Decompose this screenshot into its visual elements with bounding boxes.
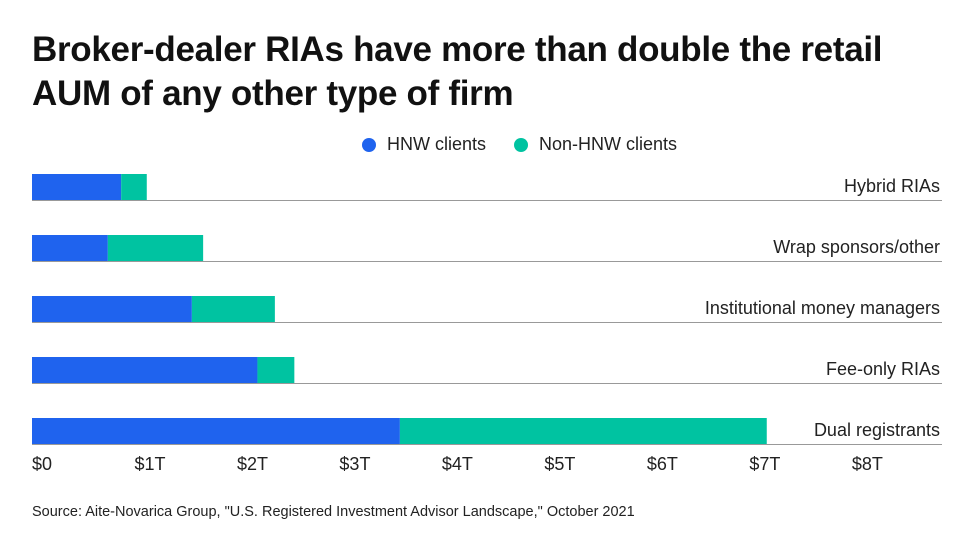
x-tick-label: $3T	[339, 454, 370, 474]
bar-segment	[399, 418, 767, 444]
bar-segment	[32, 174, 122, 200]
x-tick-label: $7T	[749, 454, 780, 474]
x-tick-label: $2T	[237, 454, 268, 474]
bar-segment	[107, 235, 204, 261]
category-label: Wrap sponsors/other	[773, 237, 940, 257]
bar-segment	[32, 357, 258, 383]
x-tick-label: $8T	[852, 454, 883, 474]
x-tick-label: $5T	[544, 454, 575, 474]
category-label: Dual registrants	[814, 420, 940, 440]
bar-segment	[257, 357, 295, 383]
x-tick-label: $0	[32, 454, 52, 474]
x-tick-label: $6T	[647, 454, 678, 474]
category-label: Fee-only RIAs	[826, 359, 940, 379]
bar-segment	[191, 296, 275, 322]
legend-swatch	[362, 138, 376, 152]
legend-label: HNW clients	[387, 134, 486, 154]
legend-swatch	[514, 138, 529, 152]
legend-label: Non-HNW clients	[539, 134, 677, 154]
bar-segment	[121, 174, 147, 200]
bar-segment	[32, 235, 108, 261]
bar-segment	[32, 418, 400, 444]
source: Source: Aite-Novarica Group, "U.S. Regis…	[32, 504, 635, 520]
category-label: Institutional money managers	[705, 298, 940, 318]
chart-title: Broker-dealer RIAs have more than double…	[32, 30, 883, 113]
bar-segment	[32, 296, 192, 322]
x-tick-label: $1T	[134, 454, 165, 474]
x-tick-label: $4T	[442, 454, 473, 474]
category-label: Hybrid RIAs	[844, 176, 940, 196]
